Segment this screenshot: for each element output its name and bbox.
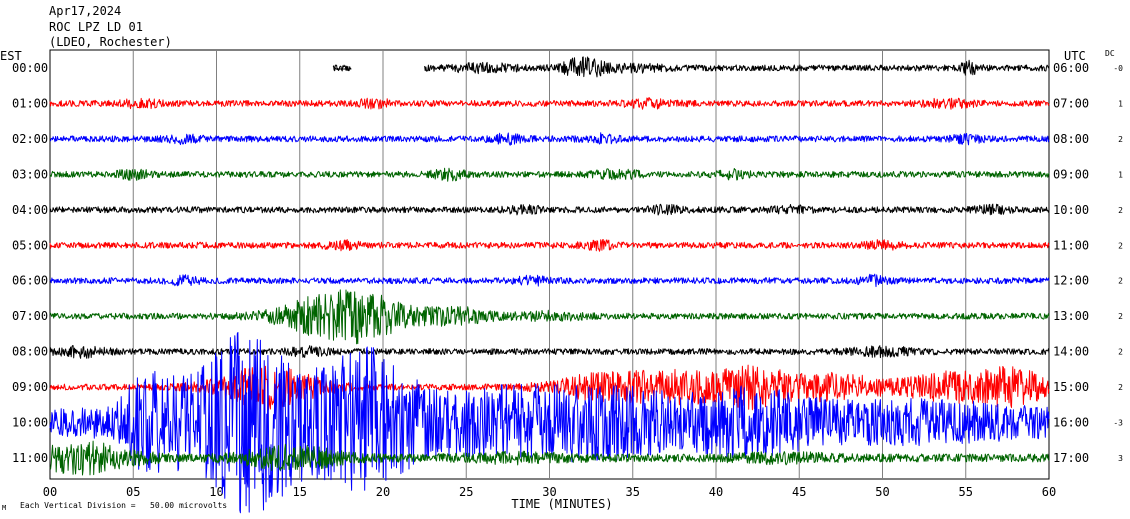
footer-scale-note: Each Vertical Division = 50.00 microvolt… (20, 501, 227, 510)
right-zone-label: UTC (1064, 49, 1086, 63)
x-tick-label-20: 20 (376, 485, 390, 499)
dc-offset-label: 2 (1118, 312, 1123, 321)
row-labels: 00:00 06:00 -0 01:00 07:00 1 02:00 08:00 2 03:00 0… (12, 61, 1123, 465)
left-zone-label: EST (0, 49, 22, 63)
x-axis-label: TIME (MINUTES) (511, 497, 612, 511)
est-time-label: 08:00 (12, 345, 48, 359)
x-tick-label-50: 50 (875, 485, 889, 499)
trace-00:00 (424, 56, 1050, 78)
x-tick-label-10: 10 (209, 485, 223, 499)
utc-time-label: 12:00 (1053, 274, 1089, 288)
utc-time-label: 10:00 (1053, 203, 1089, 217)
est-time-label: 06:00 (12, 274, 48, 288)
utc-time-label: 11:00 (1053, 238, 1089, 252)
dc-offset-label: -3 (1113, 419, 1123, 428)
trace-10:00 (49, 332, 1050, 514)
est-time-label: 02:00 (12, 132, 48, 146)
trace-05:00 (49, 239, 1050, 252)
est-time-label: 11:00 (12, 451, 48, 465)
est-time-label: 10:00 (12, 416, 48, 430)
trace-00:00 (333, 64, 352, 72)
header-date: Apr17,2024 (49, 4, 121, 18)
header-station: ROC LPZ LD 01 (49, 20, 143, 34)
est-time-label: 03:00 (12, 167, 48, 181)
trace-06:00 (49, 273, 1050, 288)
header-network: (LDEO, Rochester) (49, 35, 172, 49)
x-tick-label-15: 15 (293, 485, 307, 499)
dc-offset-label: 1 (1118, 170, 1123, 179)
traces-layer (49, 56, 1050, 514)
utc-time-label: 16:00 (1053, 416, 1089, 430)
est-time-label: 09:00 (12, 380, 48, 394)
corner-mark: M (2, 504, 6, 512)
x-tick-label-30: 30 (542, 485, 556, 499)
dc-offset-label: 3 (1118, 454, 1123, 463)
x-tick-label-55: 55 (959, 485, 973, 499)
x-tick-label-35: 35 (626, 485, 640, 499)
dc-offset-label: -0 (1113, 64, 1123, 73)
trace-07:00 (49, 289, 1050, 345)
est-time-label: 01:00 (12, 96, 48, 110)
utc-time-label: 13:00 (1053, 309, 1089, 323)
dc-offset-label: 2 (1118, 348, 1123, 357)
utc-time-label: 15:00 (1053, 380, 1089, 394)
dc-offset-label: 2 (1118, 135, 1123, 144)
trace-11:00 (49, 440, 1050, 476)
x-tick-label-00: 00 (43, 485, 57, 499)
est-time-label: 00:00 (12, 61, 48, 75)
dc-offset-label: 2 (1118, 277, 1123, 286)
x-tick-label-25: 25 (459, 485, 473, 499)
trace-04:00 (49, 203, 1050, 216)
est-time-label: 05:00 (12, 238, 48, 252)
trace-02:00 (50, 132, 1050, 146)
utc-time-label: 17:00 (1053, 451, 1089, 465)
x-tick-label-40: 40 (709, 485, 723, 499)
x-tick-label-05: 05 (126, 485, 140, 499)
dc-offset-label: 2 (1118, 206, 1123, 215)
x-tick-label-60: 60 (1042, 485, 1056, 499)
dc-offset-label: 1 (1118, 99, 1123, 108)
trace-blip (332, 65, 352, 70)
utc-time-label: 08:00 (1053, 132, 1089, 146)
x-tick-labels: 00 05 10 15 20 25 30 35 40 45 50 55 60 (43, 485, 1056, 499)
est-time-label: 07:00 (12, 309, 48, 323)
trace-01:00 (49, 97, 1050, 110)
est-time-label: 04:00 (12, 203, 48, 217)
trace-03:00 (49, 167, 1050, 182)
dc-offset-label: 2 (1118, 241, 1123, 250)
x-tick-label-45: 45 (792, 485, 806, 499)
trace-08:00 (49, 345, 1050, 359)
utc-time-label: 07:00 (1053, 96, 1089, 110)
utc-time-label: 14:00 (1053, 345, 1089, 359)
utc-time-label: 06:00 (1053, 61, 1089, 75)
dc-label: DC (1105, 49, 1115, 58)
dc-offset-label: 2 (1118, 383, 1123, 392)
utc-time-label: 09:00 (1053, 167, 1089, 181)
